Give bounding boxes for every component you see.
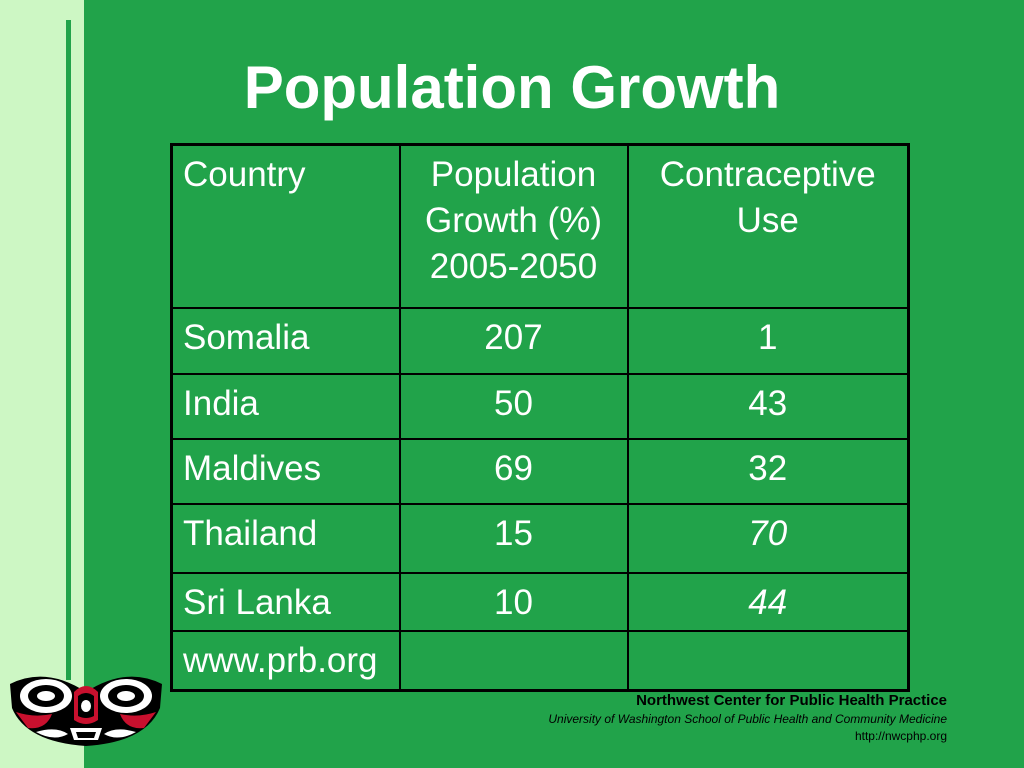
table-row: India 50 43: [170, 372, 910, 440]
table-header-row: Country Population Growth (%) 2005-2050 …: [170, 143, 910, 309]
cell-contraceptive: 44: [626, 571, 910, 632]
empty-cell: [398, 629, 629, 692]
table-row: Sri Lanka 10 44: [170, 571, 910, 632]
footer-url[interactable]: http://nwcphp.org: [854, 729, 947, 743]
empty-cell: [626, 629, 910, 692]
cell-country: Maldives: [170, 437, 401, 505]
northwest-coast-art-logo-icon: [10, 676, 162, 746]
slide-title: Population Growth: [243, 54, 781, 121]
footer-school: University of Washington School of Publi…: [548, 712, 947, 726]
cell-growth: 69: [398, 437, 629, 505]
left-decorative-line: [66, 20, 71, 680]
cell-contraceptive: 1: [626, 306, 910, 375]
footer: Northwest Center for Public Health Pract…: [548, 691, 947, 745]
cell-growth: 10: [398, 571, 629, 632]
table-row: Maldives 69 32: [170, 437, 910, 505]
source-link[interactable]: www.prb.org: [170, 629, 401, 692]
cell-growth: 50: [398, 372, 629, 440]
cell-growth: 207: [398, 306, 629, 375]
cell-contraceptive: 43: [626, 372, 910, 440]
header-population-growth: Population Growth (%) 2005-2050: [398, 143, 629, 309]
table-source-row: www.prb.org: [170, 629, 910, 692]
cell-contraceptive: 70: [626, 502, 910, 574]
table-row: Thailand 15 70: [170, 502, 910, 574]
cell-growth: 15: [398, 502, 629, 574]
cell-country: Somalia: [170, 306, 401, 375]
header-contraceptive-use: Contraceptive Use: [626, 143, 910, 309]
cell-country: Thailand: [170, 502, 401, 574]
header-country: Country: [170, 143, 401, 309]
footer-org: Northwest Center for Public Health Pract…: [636, 692, 947, 709]
cell-country: Sri Lanka: [170, 571, 401, 632]
table-row: Somalia 207 1: [170, 306, 910, 375]
cell-country: India: [170, 372, 401, 440]
population-table: Country Population Growth (%) 2005-2050 …: [170, 143, 910, 692]
cell-contraceptive: 32: [626, 437, 910, 505]
